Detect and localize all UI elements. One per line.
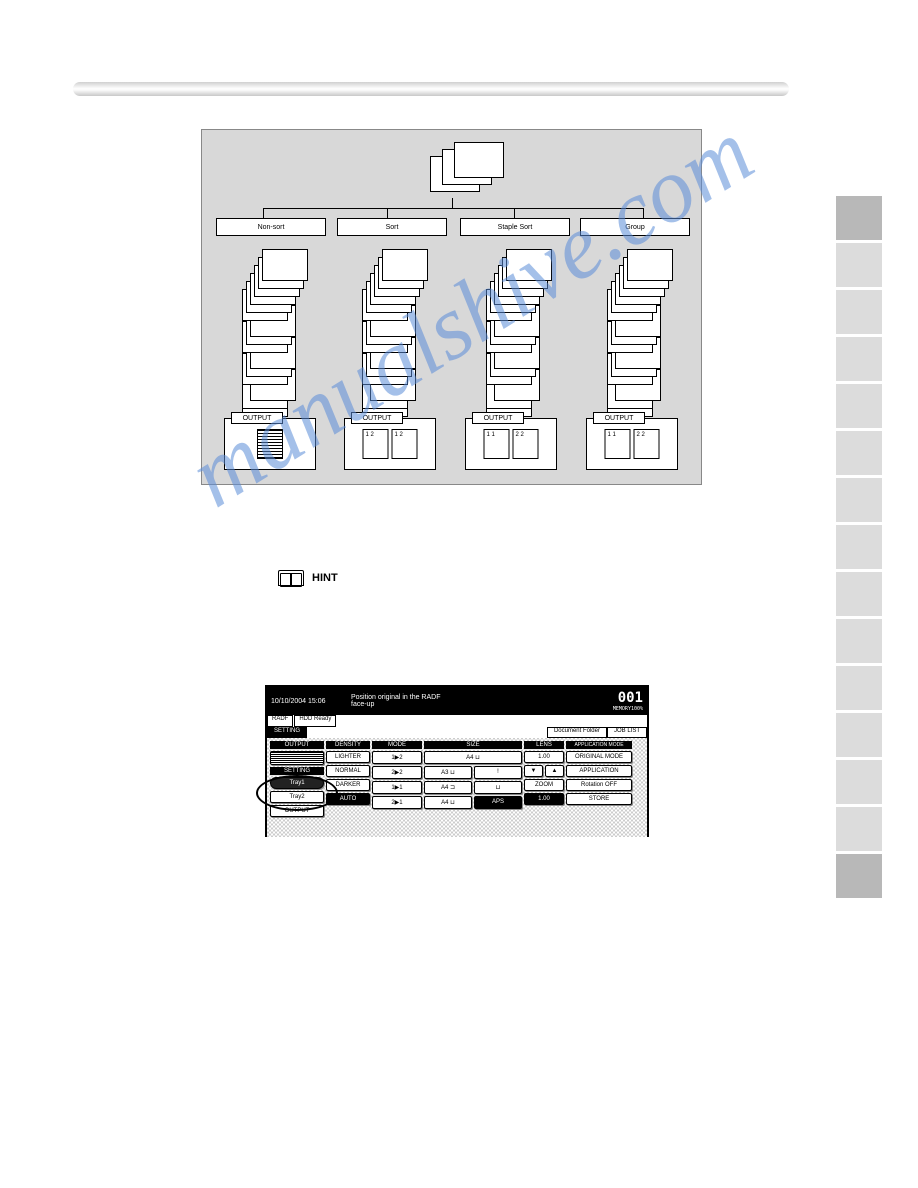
- mode-nonsort: Non-sort: [216, 218, 326, 236]
- side-tab[interactable]: [836, 243, 882, 287]
- lens-down[interactable]: ▼: [524, 765, 543, 777]
- size-a4-2[interactable]: A4 ⊐: [424, 781, 472, 794]
- side-tab[interactable]: [836, 431, 882, 475]
- tab-setting[interactable]: SETTING: [267, 727, 307, 738]
- col-output: OUTPUT SETTING Tray1 Tray2 OUTPUT: [270, 741, 324, 834]
- side-tab[interactable]: [836, 337, 882, 381]
- mode-1-2[interactable]: 1▶2: [372, 751, 422, 764]
- output-nonsort: OUTPUT: [224, 418, 316, 470]
- darker-button[interactable]: DARKER: [326, 779, 370, 791]
- original-mode-button[interactable]: ORIGINAL MODE: [566, 751, 632, 763]
- tray2-button[interactable]: Tray2: [270, 791, 324, 803]
- zoom-button[interactable]: ZOOM: [524, 779, 564, 791]
- hint-row: HINT: [278, 570, 338, 586]
- output-group: OUTPUT 1 12 2: [586, 418, 678, 470]
- output-staple: OUTPUT 1 12 2: [465, 418, 557, 470]
- hint-label: HINT: [312, 572, 338, 584]
- mode-group: Group: [580, 218, 690, 236]
- rotation-button[interactable]: Rotation OFF: [566, 779, 632, 791]
- lighter-button[interactable]: LIGHTER: [326, 751, 370, 763]
- side-tab[interactable]: [836, 807, 882, 851]
- output-button[interactable]: OUTPUT: [270, 805, 324, 817]
- side-tab[interactable]: [836, 619, 882, 663]
- col-size: SIZE A4 ⊔ A3 ⊔ ! A4 ⊐ ⊔ A4 ⊔ APS: [424, 741, 522, 834]
- store-button[interactable]: STORE: [566, 793, 632, 805]
- status-radf: RADF: [267, 715, 293, 727]
- tab-doc-folder[interactable]: Document Folder: [547, 727, 607, 738]
- side-tab[interactable]: [836, 854, 882, 898]
- lens-preset[interactable]: 1.00: [524, 793, 564, 805]
- col-mode: MODE 1▶2 2▶2 1▶1 2▶1: [372, 741, 422, 834]
- output-label: OUTPUT: [472, 412, 524, 424]
- mode-2-2[interactable]: 2▶2: [372, 766, 422, 779]
- size-bypass[interactable]: ⊔: [474, 781, 522, 794]
- mode-staple: Staple Sort: [460, 218, 570, 236]
- book-icon: [278, 570, 304, 586]
- output-label: OUTPUT: [231, 412, 283, 424]
- lcd-header: 10/10/2004 15:06 Position original in th…: [267, 687, 647, 715]
- header-divider: [73, 82, 789, 96]
- col-lens: LENS 1.00 ▼ ▲ ZOOM 1.00: [524, 741, 564, 834]
- mode-1-1[interactable]: 1▶1: [372, 781, 422, 794]
- application-button[interactable]: APPLICATION: [566, 765, 632, 777]
- lcd-body: OUTPUT SETTING Tray1 Tray2 OUTPUT DENSIT…: [267, 738, 647, 837]
- side-tab[interactable]: [836, 290, 882, 334]
- sidebar-tabs: [836, 196, 882, 901]
- side-tab[interactable]: [836, 666, 882, 710]
- mode-2-1[interactable]: 2▶1: [372, 796, 422, 809]
- auto-button[interactable]: AUTO: [326, 793, 370, 805]
- side-tab[interactable]: [836, 384, 882, 428]
- output-modes-diagram: Non-sort Sort Staple Sort Group: [201, 129, 702, 485]
- tab-job-list[interactable]: JOB LIST: [607, 727, 647, 738]
- status-hdd: HDD Ready: [294, 715, 336, 727]
- output-label: OUTPUT: [351, 412, 403, 424]
- size-a3[interactable]: A3 ⊔: [424, 766, 472, 779]
- lcd-tabs: SETTING Document Folder JOB LIST: [267, 727, 647, 738]
- lens-value: 1.00: [524, 751, 564, 763]
- lcd-message: Position original in the RADF face-up: [351, 694, 583, 708]
- size-a4-3[interactable]: A4 ⊔: [424, 796, 472, 809]
- lcd-panel: 10/10/2004 15:06 Position original in th…: [265, 685, 649, 837]
- side-tab[interactable]: [836, 713, 882, 757]
- normal-button[interactable]: NORMAL: [326, 765, 370, 777]
- output-sort: OUTPUT 1 21 2: [344, 418, 436, 470]
- size-excl[interactable]: !: [474, 766, 522, 779]
- tray1-button[interactable]: Tray1: [270, 777, 324, 789]
- lcd-counter: 001 MEMORY100%: [583, 690, 643, 712]
- side-tab[interactable]: [836, 760, 882, 804]
- output-icon[interactable]: [270, 751, 324, 765]
- output-label: OUTPUT: [593, 412, 645, 424]
- size-a4-1[interactable]: A4 ⊔: [424, 751, 522, 764]
- col-density: DENSITY LIGHTER NORMAL DARKER AUTO: [326, 741, 370, 834]
- mode-sort: Sort: [337, 218, 447, 236]
- col-app: APPLICATION MODE ORIGINAL MODE APPLICATI…: [566, 741, 632, 834]
- side-tab[interactable]: [836, 196, 882, 240]
- lens-up[interactable]: ▲: [545, 765, 564, 777]
- side-tab[interactable]: [836, 478, 882, 522]
- side-tab[interactable]: [836, 572, 882, 616]
- side-tab[interactable]: [836, 525, 882, 569]
- aps-button[interactable]: APS: [474, 796, 522, 809]
- lcd-datetime: 10/10/2004 15:06: [271, 698, 351, 705]
- lcd-status: RADF HDD Ready: [267, 715, 647, 727]
